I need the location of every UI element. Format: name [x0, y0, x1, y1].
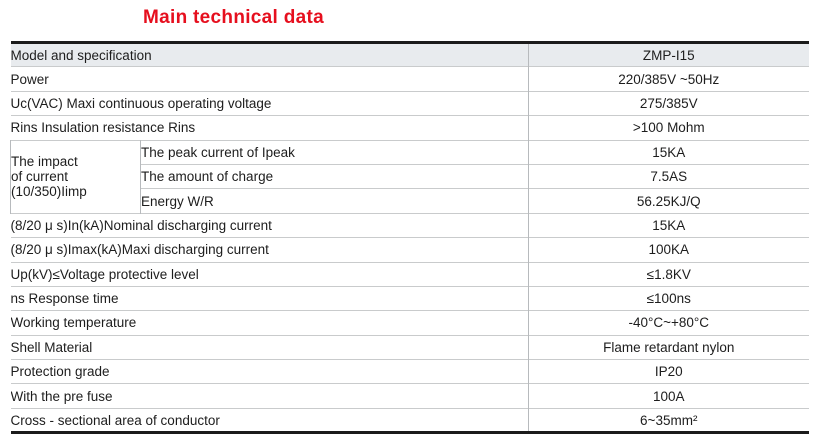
row-value: 7.5AS: [528, 164, 809, 189]
row-value: 15KA: [528, 213, 809, 238]
table-row: (8/20 μ s)In(kA)Nominal discharging curr…: [10, 213, 809, 238]
row-label: Power: [10, 71, 49, 87]
row-value: IP20: [528, 359, 809, 384]
table-row: (8/20 μ s)Imax(kA)Maxi discharging curre…: [10, 237, 809, 263]
header-row: Model and specification ZMP-I15: [10, 42, 809, 67]
row-label: Uc(VAC) Maxi continuous operating voltag…: [10, 95, 272, 111]
row-label: (8/20 μ s)Imax(kA)Maxi discharging curre…: [10, 242, 269, 258]
table-row: With the pre fuse 100A: [10, 383, 809, 409]
header-value: ZMP-I15: [528, 42, 809, 67]
row-value: 100KA: [528, 237, 809, 263]
row-value: 6~35mm²: [528, 408, 809, 433]
page-title: Main technical data: [143, 7, 324, 28]
row-label: (8/20 μ s)In(kA)Nominal discharging curr…: [10, 217, 272, 233]
row-label: The amount of charge: [141, 169, 274, 185]
table-row: Uc(VAC) Maxi continuous operating voltag…: [10, 91, 809, 116]
row-label: The peak current of Ipeak: [141, 144, 295, 160]
table-row: Energy W/R 56.25KJ/Q: [10, 188, 809, 214]
row-value: 220/385V ~50Hz: [528, 66, 809, 92]
table-row: Protection grade IP20: [10, 359, 809, 384]
row-label: With the pre fuse: [10, 388, 113, 404]
row-label: ns Response time: [10, 291, 119, 307]
impact-group-cell: The impact of current (10/350)Iimp: [10, 140, 141, 214]
row-value: 100A: [528, 383, 809, 409]
table-row: The impact of current (10/350)Iimp The peak…: [10, 140, 809, 214]
row-value: Flame retardant nylon: [528, 335, 809, 360]
table-row: The amount of charge 7.5AS: [10, 164, 809, 189]
row-label: Working temperature: [10, 315, 137, 331]
row-value: >100 Mohm: [528, 115, 809, 141]
row-value: -40°C~+80°C: [528, 310, 809, 336]
row-value: 56.25KJ/Q: [528, 188, 809, 214]
row-label: Cross - sectional area of conductor: [10, 412, 220, 428]
row-value: 275/385V: [528, 91, 809, 116]
row-label: Rins Insulation resistance Rins: [10, 120, 196, 136]
row-value: 15KA: [528, 140, 809, 165]
row-value: ≤100ns: [528, 286, 809, 311]
row-value: ≤1.8KV: [528, 262, 809, 287]
table-row: Power 220/385V ~50Hz: [10, 66, 809, 92]
spec-table-body: Model and specification ZMP-I15 Power 220…: [10, 42, 809, 433]
spec-table-container: Model and specification ZMP-I15 Power 220…: [10, 41, 809, 435]
spec-table: Model and specification ZMP-I15 Power 220…: [10, 41, 809, 435]
header-label: Model and specification: [10, 47, 152, 63]
table-row: Rins Insulation resistance Rins >100 Mohm: [10, 115, 809, 141]
table-row: ns Response time ≤100ns: [10, 286, 809, 311]
table-row: Working temperature -40°C~+80°C: [10, 310, 809, 336]
row-label: Protection grade: [10, 364, 110, 380]
row-label: Energy W/R: [141, 193, 214, 209]
row-label: Up(kV)≤Voltage protective level: [10, 266, 199, 282]
table-row: Cross - sectional area of conductor 6~35m…: [10, 408, 809, 433]
row-label: Shell Material: [10, 339, 93, 355]
table-row: Up(kV)≤Voltage protective level ≤1.8KV: [10, 262, 809, 287]
table-row: Shell Material Flame retardant nylon: [10, 335, 809, 360]
